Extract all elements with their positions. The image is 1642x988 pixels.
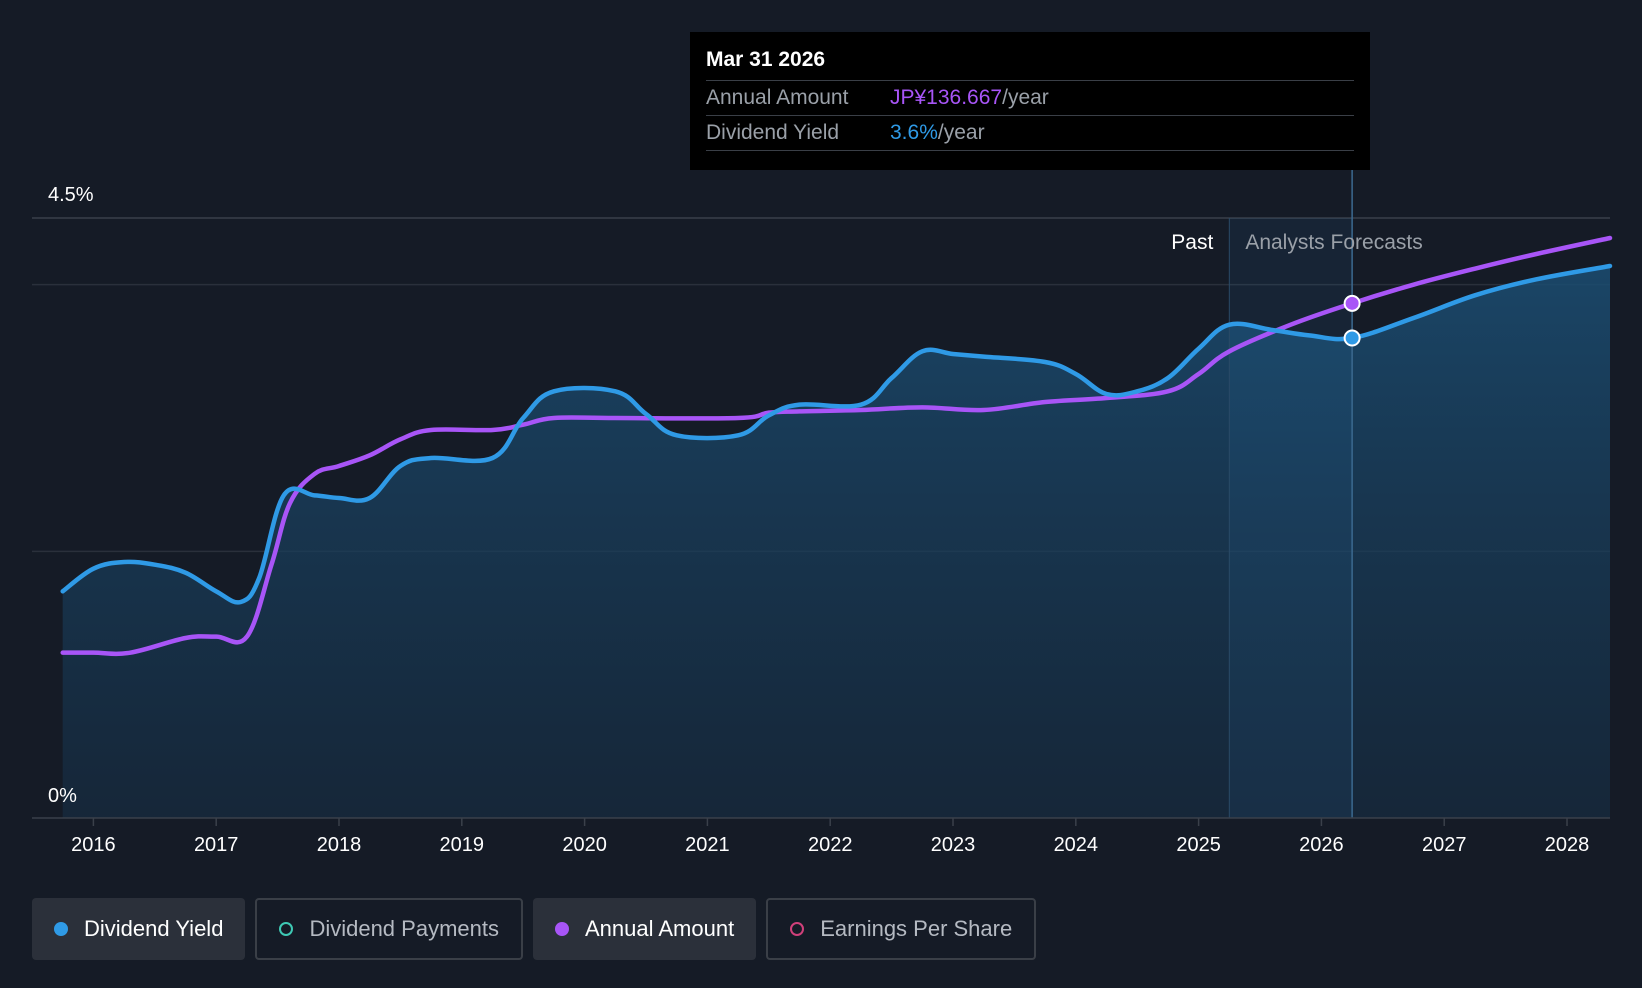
x-tick-label: 2019 bbox=[440, 834, 485, 856]
tooltip-date: Mar 31 2026 bbox=[706, 46, 1354, 81]
dividend-yield-line bbox=[60, 263, 1613, 605]
dividend-yield-area bbox=[62, 266, 1610, 818]
x-tick-label: 2027 bbox=[1422, 834, 1467, 856]
y-axis-label-bottom: 0% bbox=[48, 785, 77, 807]
legend-dot-icon bbox=[554, 922, 569, 936]
chart-legend: Dividend Yield Dividend Payments Annual … bbox=[32, 898, 1037, 960]
x-tick-label: 2026 bbox=[1299, 834, 1344, 856]
x-tick-label: 2023 bbox=[931, 834, 976, 856]
legend-ring-icon bbox=[279, 922, 294, 936]
legend-annual-amount-button[interactable]: Annual Amount bbox=[532, 898, 757, 960]
x-tick-label: 2017 bbox=[194, 834, 239, 856]
dividend-chart: Past Analysts Forecasts 4.5% 0% 2016 2017 201… bbox=[32, 170, 1613, 856]
x-tick-label: 2022 bbox=[808, 834, 853, 856]
x-tick-label: 2028 bbox=[1545, 834, 1590, 856]
y-axis-label-top: 4.5% bbox=[48, 184, 94, 206]
legend-dot-icon bbox=[54, 922, 68, 936]
x-tick-label: 2021 bbox=[685, 834, 730, 856]
past-label: Past bbox=[1171, 231, 1213, 254]
legend-dividend-payments-button[interactable]: Dividend Payments bbox=[255, 898, 523, 960]
annual-amount-marker bbox=[1343, 294, 1361, 312]
dividend-yield-marker bbox=[1343, 329, 1361, 347]
legend-label: Earnings Per Share bbox=[820, 916, 1013, 941]
forecast-zone bbox=[1229, 218, 1353, 818]
tooltip-value: 3.6% bbox=[890, 121, 938, 144]
tooltip-unit: /year bbox=[1002, 86, 1049, 109]
legend-ring-icon bbox=[790, 922, 805, 936]
tooltip-row-annual-amount: Annual Amount JP¥136.667 /year bbox=[706, 81, 1354, 116]
legend-dividend-yield-button[interactable]: Dividend Yield bbox=[32, 898, 246, 960]
legend-earnings-per-share-button[interactable]: Earnings Per Share bbox=[766, 898, 1037, 960]
tooltip-value: JP¥136.667 bbox=[890, 86, 1003, 109]
legend-label: Dividend Yield bbox=[84, 916, 224, 941]
forecast-label: Analysts Forecasts bbox=[1245, 231, 1422, 254]
legend-label: Dividend Payments bbox=[309, 916, 499, 941]
chart-tooltip: Mar 31 2026 Annual Amount JP¥136.667 /ye… bbox=[690, 32, 1370, 170]
tooltip-label: Dividend Yield bbox=[706, 121, 840, 144]
tooltip-row-dividend-yield: Dividend Yield 3.6% /year bbox=[706, 116, 1354, 151]
x-tick-label: 2025 bbox=[1176, 834, 1221, 856]
x-tick-label: 2016 bbox=[71, 834, 116, 856]
annual-amount-line bbox=[60, 235, 1613, 657]
legend-label: Annual Amount bbox=[584, 916, 735, 941]
x-tick-label: 2024 bbox=[1054, 834, 1099, 856]
x-tick-label: 2020 bbox=[562, 834, 607, 856]
x-tick-label: 2018 bbox=[317, 834, 362, 856]
tooltip-label: Annual Amount bbox=[706, 86, 849, 109]
tooltip-unit: /year bbox=[937, 121, 985, 144]
